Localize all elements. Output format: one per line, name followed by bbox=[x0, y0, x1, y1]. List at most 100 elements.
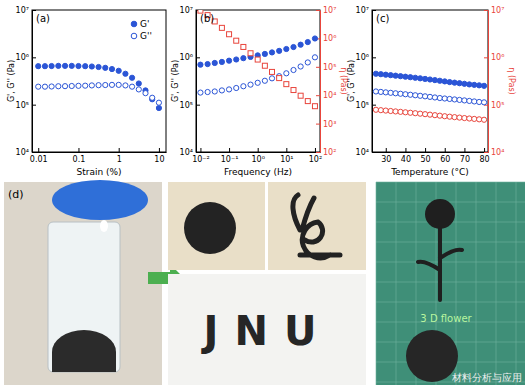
data-point bbox=[413, 93, 418, 98]
mat-line bbox=[376, 182, 525, 183]
data-point bbox=[437, 95, 442, 100]
tick-label: 10³ bbox=[323, 120, 336, 129]
tick-mark bbox=[445, 148, 446, 152]
data-point bbox=[437, 78, 442, 83]
data-point bbox=[96, 64, 101, 69]
data-point bbox=[156, 105, 161, 110]
data-point bbox=[56, 84, 61, 89]
data-point bbox=[226, 87, 231, 92]
tick: 10⁷ bbox=[316, 6, 336, 15]
watermark: 材料分析与应用 bbox=[451, 372, 522, 383]
tick-mark bbox=[32, 105, 36, 106]
data-point bbox=[452, 80, 457, 85]
tick-label: 70 bbox=[460, 155, 470, 164]
tick-label: 10 bbox=[154, 155, 164, 164]
data-point bbox=[467, 82, 472, 87]
tick-mark bbox=[386, 148, 387, 152]
axis: 10⁴10⁵10⁶10⁷ bbox=[16, 6, 36, 157]
tick: 10⁰ bbox=[252, 148, 265, 164]
data-point bbox=[116, 68, 121, 73]
tick-label: 10⁷ bbox=[356, 6, 369, 15]
data-point bbox=[255, 80, 260, 85]
axis: 0.010.1110 bbox=[30, 148, 167, 164]
data-point bbox=[241, 56, 246, 61]
flower-stem bbox=[418, 225, 462, 300]
data-point bbox=[383, 72, 388, 77]
axis-line bbox=[196, 11, 197, 153]
data-point bbox=[427, 77, 432, 82]
tick: 10 bbox=[154, 148, 164, 164]
data-point bbox=[248, 51, 253, 56]
data-point bbox=[36, 84, 41, 89]
tick-mark bbox=[32, 57, 36, 58]
tick: 10⁻² bbox=[192, 148, 210, 164]
data-point bbox=[83, 64, 88, 69]
data-point bbox=[277, 76, 282, 81]
data-point bbox=[298, 64, 303, 69]
tick-mark bbox=[315, 148, 316, 152]
tick-mark bbox=[78, 148, 79, 152]
data-point bbox=[62, 84, 67, 89]
tick: 10¹ bbox=[280, 148, 293, 164]
vial bbox=[48, 222, 120, 372]
tick-label: 10⁶ bbox=[491, 53, 504, 62]
data-point bbox=[205, 89, 210, 94]
data-point bbox=[234, 57, 239, 62]
data-point bbox=[312, 104, 317, 109]
data-point bbox=[76, 63, 81, 68]
data-point bbox=[312, 55, 317, 60]
data-point bbox=[262, 51, 267, 56]
mat-line bbox=[376, 282, 525, 283]
flower-head bbox=[425, 199, 455, 229]
axis: 10⁴10⁵10⁶10⁷ bbox=[356, 6, 376, 157]
data-point bbox=[472, 82, 477, 87]
tick: 10⁶ bbox=[16, 53, 36, 62]
axis-line bbox=[197, 152, 321, 153]
tick-mark bbox=[484, 57, 488, 58]
legend-entry: G'' bbox=[140, 31, 152, 41]
data-point bbox=[393, 73, 398, 78]
photo bbox=[376, 182, 525, 385]
data-point bbox=[284, 82, 289, 87]
data-point bbox=[442, 96, 447, 101]
data-point bbox=[447, 96, 452, 101]
data-point bbox=[403, 92, 408, 97]
tick: 10⁷ bbox=[180, 6, 200, 15]
data-point bbox=[69, 63, 74, 68]
tick-label: 10⁷ bbox=[323, 6, 336, 15]
axis-line bbox=[32, 11, 33, 153]
data-point bbox=[481, 83, 486, 88]
gel-disk bbox=[406, 330, 458, 382]
data-point bbox=[432, 78, 437, 83]
data-point bbox=[462, 81, 467, 86]
chart-panel: 0.010.111010⁴10⁵10⁶10⁷(a)Strain (%)G', G… bbox=[7, 6, 167, 177]
photo bbox=[168, 274, 366, 385]
data-point bbox=[150, 95, 155, 100]
tick: 60 bbox=[440, 148, 450, 164]
data-point bbox=[422, 112, 427, 117]
data-point bbox=[398, 109, 403, 114]
axis: 304050607080 bbox=[373, 148, 490, 164]
data-point bbox=[373, 71, 378, 76]
tick-label: 60 bbox=[440, 155, 450, 164]
data-point bbox=[42, 84, 47, 89]
tick: 10⁵ bbox=[356, 101, 376, 110]
panel-label: (d) bbox=[8, 188, 24, 201]
data-point bbox=[205, 61, 210, 66]
data-point bbox=[467, 116, 472, 121]
data-point bbox=[219, 25, 224, 30]
data-point bbox=[226, 58, 231, 63]
data-point bbox=[378, 89, 383, 94]
tick-mark bbox=[316, 95, 320, 96]
tick-label: 10⁰ bbox=[252, 155, 265, 164]
tick: 10⁴ bbox=[16, 148, 36, 157]
data-point bbox=[76, 83, 81, 88]
data-point bbox=[123, 71, 128, 76]
chart-panel: 10⁻²10⁻¹10⁰10¹10²10⁴10⁵10⁶10⁷10²10³10⁴10… bbox=[171, 6, 348, 177]
chart-panel: 30405060708010⁴10⁵10⁶10⁷10⁴10⁵10⁶10⁷(c)T… bbox=[347, 6, 516, 177]
tick: 10³ bbox=[316, 120, 336, 129]
y-axis-title: G', G'' (Pa) bbox=[347, 60, 356, 102]
photo bbox=[268, 182, 366, 270]
data-point bbox=[89, 83, 94, 88]
data-point bbox=[96, 83, 101, 88]
